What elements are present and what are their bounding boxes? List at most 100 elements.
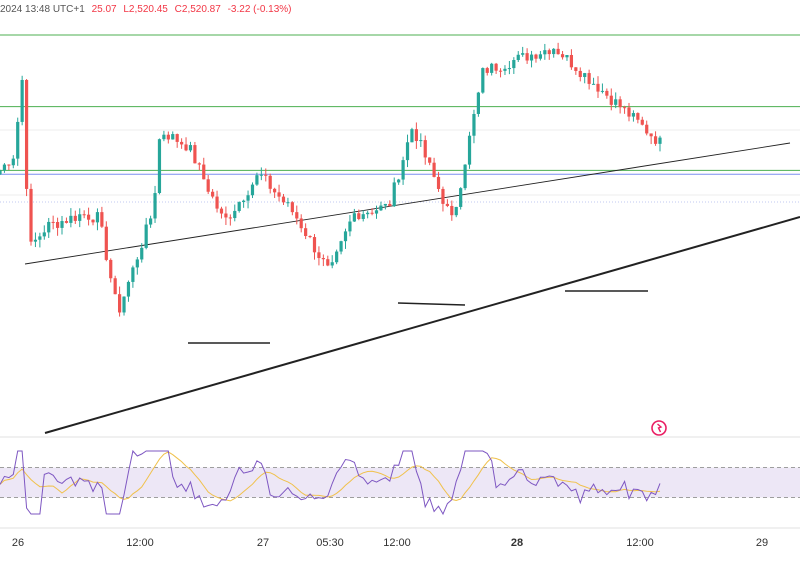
candle	[281, 193, 286, 205]
candle	[348, 215, 352, 237]
candle	[490, 62, 494, 76]
candle	[441, 186, 445, 212]
x-tick-label: 29	[756, 537, 768, 549]
candle	[224, 206, 228, 225]
candle	[330, 255, 334, 269]
candle	[578, 67, 582, 82]
candle	[321, 254, 325, 267]
candle	[472, 109, 476, 144]
candle	[228, 214, 232, 226]
candle	[24, 79, 29, 197]
candle	[162, 130, 166, 142]
candle	[525, 48, 529, 64]
candle	[55, 217, 60, 236]
candle	[618, 96, 622, 114]
change-value: -3.22 (-0.13%)	[227, 4, 292, 15]
close-value: C2,520.87	[174, 4, 221, 15]
candle	[498, 68, 503, 78]
candle	[295, 205, 299, 225]
candle	[47, 217, 51, 238]
candle	[86, 207, 91, 226]
candle	[405, 134, 410, 168]
candle	[42, 225, 46, 240]
candle	[419, 133, 423, 147]
candle	[264, 168, 268, 182]
candle	[516, 51, 520, 63]
x-tick-label: 28	[511, 537, 523, 549]
candle	[180, 138, 184, 149]
candle	[95, 208, 100, 231]
candle	[175, 133, 179, 148]
candle	[565, 54, 569, 61]
low-value: L2,520.45	[123, 4, 168, 15]
candle	[20, 75, 24, 126]
candle	[569, 49, 574, 70]
candle	[534, 53, 538, 63]
candle	[636, 112, 640, 124]
timestamp-label: 2024 13:48 UTC+1	[0, 4, 85, 15]
candle	[423, 135, 427, 165]
candle	[273, 187, 277, 199]
candle	[140, 243, 144, 263]
candle	[503, 65, 507, 75]
candle	[188, 141, 193, 153]
rsi-band	[0, 467, 800, 498]
time-axis: 26 12:00 27 05:30 12:00 28 12:00 29	[12, 537, 768, 549]
candle	[11, 155, 15, 169]
candle	[2, 163, 7, 173]
price-levels	[0, 34, 800, 203]
candle	[587, 69, 591, 90]
candle	[658, 135, 662, 152]
candle	[16, 117, 20, 166]
candle	[109, 258, 113, 283]
candle	[397, 178, 401, 185]
candle	[494, 62, 498, 74]
candle	[184, 137, 188, 152]
x-tick-label: 12:00	[126, 537, 154, 549]
candle	[78, 208, 82, 228]
candle	[131, 265, 135, 288]
candle	[126, 280, 131, 302]
candle	[392, 177, 396, 207]
candle	[529, 50, 534, 68]
candle	[202, 157, 206, 180]
open-value: 25.07	[91, 4, 117, 15]
upper-trendline[interactable]	[24, 142, 791, 265]
candle	[38, 232, 42, 248]
candle	[556, 42, 560, 55]
candle	[512, 57, 516, 74]
candle	[117, 286, 122, 317]
alert-icon[interactable]	[651, 420, 667, 436]
candle	[312, 234, 317, 260]
candle	[308, 235, 312, 239]
lower-trendline[interactable]	[44, 216, 800, 434]
candle	[60, 215, 64, 235]
support-segment-2[interactable]	[397, 302, 466, 306]
candle	[343, 228, 348, 249]
trendlines	[24, 142, 800, 434]
candle	[450, 200, 454, 221]
candle	[521, 46, 525, 57]
candle	[574, 67, 578, 75]
candle	[476, 91, 480, 117]
candle	[73, 210, 77, 225]
candle	[100, 206, 104, 228]
candle	[627, 102, 631, 122]
candle	[299, 214, 303, 233]
candle	[649, 133, 653, 145]
candle	[326, 255, 330, 267]
candle	[596, 76, 600, 98]
candle	[82, 210, 86, 219]
candle	[401, 156, 405, 185]
candle	[304, 223, 308, 240]
ohlc-legend: 2024 13:48 UTC+1 25.07 L2,520.45 C2,520.…	[0, 0, 296, 20]
candle	[432, 157, 436, 178]
candle	[113, 275, 117, 295]
candle	[104, 221, 108, 262]
candle	[640, 116, 644, 126]
candle	[339, 240, 343, 255]
candle	[653, 131, 658, 146]
x-tick-label: 05:30	[316, 537, 344, 549]
